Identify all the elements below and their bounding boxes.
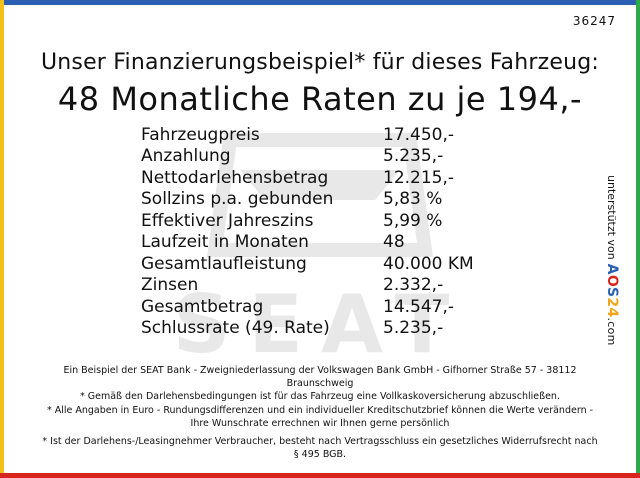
term-row: Sollzins p.a. gebunden 5,83 % xyxy=(141,189,501,211)
sponsor-text: unterstützt von xyxy=(605,175,619,260)
term-label: Laufzeit in Monaten xyxy=(141,232,309,253)
term-value: 5,99 % xyxy=(383,210,443,231)
finance-terms-table: Fahrzeugpreis 17.450,- Anzahlung 5.235,- N… xyxy=(141,124,501,339)
term-label: Fahrzeugpreis xyxy=(141,124,260,145)
term-value: 5.235,- xyxy=(383,146,444,167)
right-color-bar xyxy=(636,0,640,478)
term-label: Gesamtbetrag xyxy=(141,296,264,317)
term-row: Schlussrate (49. Rate) 5.235,- xyxy=(141,318,501,340)
sponsor-vertical: unterstützt von AOS24.com xyxy=(597,175,627,355)
term-label: Nettodarlehensbetrag xyxy=(141,167,329,188)
term-row: Nettodarlehensbetrag 12.215,- xyxy=(141,167,501,189)
term-row: Gesamtlaufleistung 40.000 KM xyxy=(141,253,501,275)
aos24-logo[interactable]: AOS24.com xyxy=(604,264,620,346)
term-value: 17.450,- xyxy=(383,124,455,145)
monthly-rate-headline: 48 Monatliche Raten zu je 194,- xyxy=(57,80,583,118)
logo-part: S xyxy=(604,287,620,298)
term-value: 5.235,- xyxy=(383,318,444,339)
logo-part: A xyxy=(604,263,620,275)
term-label: Sollzins p.a. gebunden xyxy=(141,189,334,210)
watermark-text: SEAT xyxy=(173,278,468,360)
logo-part: 24 xyxy=(604,297,620,318)
logo-part: .com xyxy=(605,317,618,346)
footnote-withdrawal: * Ist der Darlehens-/Leasingnehmer Verbr… xyxy=(42,436,598,460)
term-value: 14.547,- xyxy=(383,296,455,317)
logo-part: O xyxy=(604,274,620,288)
term-label: Anzahlung xyxy=(141,146,231,167)
seat-logo-watermark: SEAT xyxy=(173,133,468,360)
page-title: Unser Finanzierungsbeispiel* für dieses … xyxy=(40,50,600,75)
term-value: 5,83 % xyxy=(383,189,443,210)
left-color-bar xyxy=(0,0,4,478)
term-row: Effektiver Jahreszins 5,99 % xyxy=(141,210,501,232)
footnote-bank: Ein Beispiel der SEAT Bank - Zweignieder… xyxy=(63,365,577,389)
bottom-color-bar xyxy=(0,473,640,478)
offer-id: 36247 xyxy=(572,14,616,28)
term-row: Fahrzeugpreis 17.450,- xyxy=(141,124,501,146)
term-label: Gesamtlaufleistung xyxy=(141,253,307,274)
footnote-insurance: * Gemäß den Darlehensbedingungen ist für… xyxy=(80,391,560,402)
term-label: Schlussrate (49. Rate) xyxy=(141,318,330,339)
term-row: Gesamtbetrag 14.547,- xyxy=(141,296,501,318)
term-value: 12.215,- xyxy=(383,167,455,188)
term-value: 40.000 KM xyxy=(383,253,474,274)
term-value: 48 xyxy=(383,232,405,253)
term-label: Effektiver Jahreszins xyxy=(141,210,314,231)
term-row: Zinsen 2.332,- xyxy=(141,275,501,297)
term-row: Laufzeit in Monaten 48 xyxy=(141,232,501,254)
term-row: Anzahlung 5.235,- xyxy=(141,146,501,168)
top-color-bar xyxy=(0,0,640,5)
footnote-rounding: * Alle Angaben in Euro - Rundungsdiffere… xyxy=(46,405,594,429)
term-value: 2.332,- xyxy=(383,275,444,296)
term-label: Zinsen xyxy=(141,275,199,296)
